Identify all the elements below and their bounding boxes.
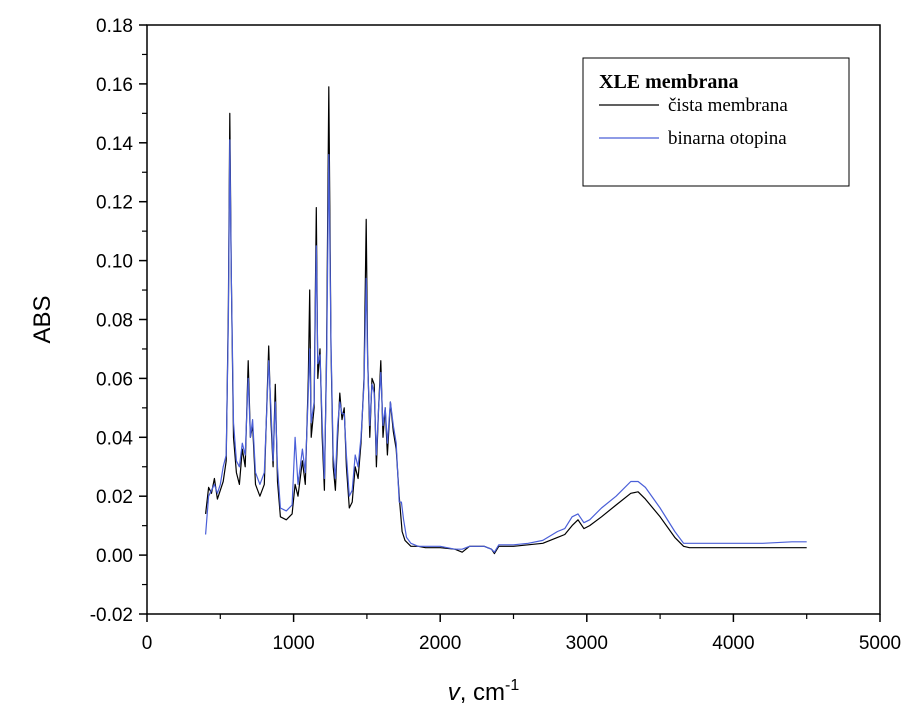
y-tick-label: 0.00 (96, 546, 133, 567)
y-tick-label: 0.06 (96, 369, 133, 390)
y-tick-label: 0.18 (96, 16, 133, 37)
x-axis-title-superscript: -1 (505, 677, 519, 694)
legend-label-binarna-otopina: binarna otopina (668, 128, 787, 149)
y-tick-label: 0.08 (96, 311, 133, 332)
x-tick-label: 3000 (566, 633, 608, 654)
y-tick-label: 0.04 (96, 428, 133, 449)
x-tick-label: 0 (142, 633, 153, 654)
x-tick-label: 4000 (712, 633, 754, 654)
legend-title: XLE membrana (599, 71, 738, 93)
x-tick-label: 1000 (272, 633, 314, 654)
x-axis-title: v, cm-1 (448, 677, 520, 706)
x-axis-title-unit: , cm (460, 679, 505, 706)
x-tick-label: 5000 (859, 633, 901, 654)
series-line-binarna-otopina (205, 139, 807, 553)
y-tick-label: -0.02 (90, 605, 133, 626)
legend: XLE membrana čista membrana binarna otop… (582, 57, 850, 187)
y-tick-label: 0.16 (96, 75, 133, 96)
x-axis-ticks: 0 1000 2000 3000 4000 5000 (142, 614, 901, 654)
legend-label-cista-membrana: čista membrana (668, 95, 788, 116)
x-tick-label: 2000 (419, 633, 461, 654)
y-tick-label: 0.10 (96, 252, 133, 273)
y-tick-label: 0.02 (96, 487, 133, 508)
series-group (205, 86, 807, 555)
y-tick-label: 0.14 (96, 134, 133, 155)
x-axis-title-symbol: v (448, 679, 462, 706)
y-axis-title: ABS (29, 295, 56, 343)
legend-box (582, 57, 850, 187)
y-axis-ticks: -0.02 0.00 0.02 0.04 0.06 0.08 0.10 0.12 0.14 0.1… (90, 16, 147, 626)
y-tick-label: 0.12 (96, 193, 133, 214)
